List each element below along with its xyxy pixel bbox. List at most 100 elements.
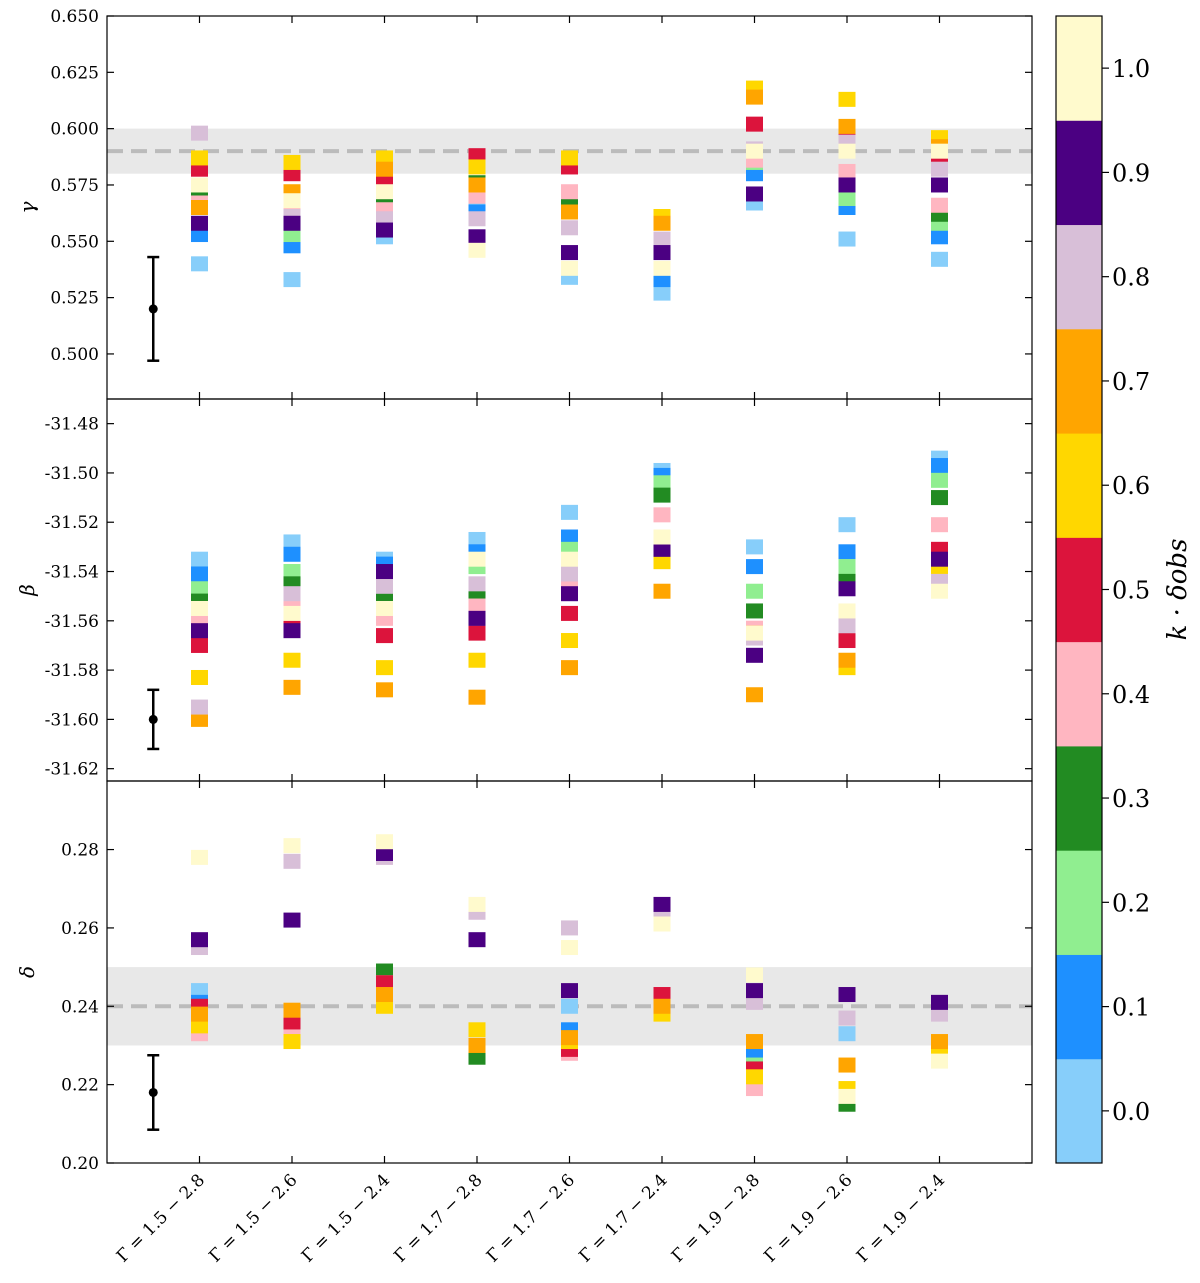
data-point bbox=[746, 983, 763, 999]
data-point bbox=[561, 504, 578, 520]
colorbar-segment bbox=[1056, 745, 1102, 851]
data-point bbox=[191, 623, 208, 639]
data-point bbox=[746, 1034, 763, 1050]
data-point bbox=[191, 1018, 208, 1034]
data-point bbox=[838, 1057, 856, 1073]
data-point bbox=[746, 1069, 763, 1085]
x-tick-label: Γ = 1.5 − 2.6 bbox=[205, 1170, 301, 1266]
y-tick-label: -31.60 bbox=[45, 710, 99, 730]
data-point bbox=[653, 554, 671, 570]
data-point bbox=[376, 184, 393, 200]
data-point bbox=[838, 91, 856, 107]
data-point bbox=[653, 583, 671, 599]
data-point bbox=[931, 583, 948, 599]
data-point bbox=[838, 581, 856, 597]
colorbar-tick-label: 0.0 bbox=[1112, 1098, 1150, 1126]
data-point bbox=[283, 679, 301, 695]
data-point bbox=[653, 272, 671, 288]
error-bar bbox=[147, 255, 160, 362]
data-point bbox=[376, 150, 393, 166]
data-point bbox=[468, 1049, 486, 1065]
data-point bbox=[746, 143, 763, 159]
x-tick-label: Γ = 1.5 − 2.4 bbox=[298, 1170, 394, 1266]
error-bar-point bbox=[148, 714, 158, 724]
data-point bbox=[561, 184, 578, 200]
y-tick-label: -31.56 bbox=[45, 612, 99, 632]
data-point bbox=[746, 647, 763, 663]
data-point bbox=[653, 285, 671, 301]
data-point bbox=[376, 682, 393, 698]
data-point bbox=[283, 534, 301, 550]
data-point bbox=[838, 1088, 856, 1104]
data-point bbox=[838, 517, 856, 533]
colorbar-tick-label: 0.1 bbox=[1112, 994, 1150, 1022]
data-point bbox=[376, 963, 393, 979]
colorbar-tick-label: 0.5 bbox=[1112, 577, 1150, 605]
data-point bbox=[746, 625, 763, 641]
data-point bbox=[931, 177, 948, 193]
data-point bbox=[838, 163, 856, 179]
data-point bbox=[468, 689, 486, 705]
colorbar-tick-label: 0.6 bbox=[1112, 472, 1150, 500]
y-tick-label: 0.500 bbox=[50, 345, 99, 365]
data-point bbox=[838, 544, 856, 560]
data-point bbox=[468, 148, 486, 164]
data-point bbox=[931, 229, 948, 245]
data-point bbox=[283, 154, 301, 170]
data-point bbox=[191, 150, 208, 166]
data-point bbox=[376, 845, 393, 861]
data-point bbox=[931, 458, 948, 474]
data-point bbox=[838, 190, 856, 206]
data-point bbox=[191, 581, 208, 597]
x-tick-label: Γ = 1.7 − 2.4 bbox=[575, 1170, 671, 1266]
data-point bbox=[746, 1045, 763, 1061]
data-point bbox=[653, 260, 671, 276]
data-point bbox=[283, 238, 301, 254]
data-point bbox=[191, 256, 208, 272]
data-point bbox=[931, 143, 948, 159]
data-point bbox=[376, 161, 393, 177]
data-point bbox=[653, 231, 671, 247]
data-point bbox=[746, 583, 763, 599]
data-point bbox=[653, 507, 671, 523]
data-point bbox=[561, 204, 578, 220]
data-point bbox=[931, 251, 948, 267]
data-point bbox=[746, 116, 763, 132]
data-point bbox=[191, 177, 208, 193]
data-point bbox=[931, 197, 948, 213]
data-point bbox=[376, 172, 393, 188]
data-point bbox=[746, 967, 763, 983]
data-point bbox=[838, 618, 856, 634]
data-point bbox=[283, 564, 301, 580]
data-point bbox=[468, 531, 486, 547]
data-point bbox=[191, 1006, 208, 1022]
data-point bbox=[561, 1030, 578, 1046]
data-point bbox=[468, 1037, 486, 1053]
y-tick-label: -31.48 bbox=[45, 415, 99, 435]
y-tick-label: 0.525 bbox=[50, 289, 99, 309]
data-point bbox=[653, 896, 671, 912]
data-point bbox=[191, 932, 208, 948]
data-point bbox=[191, 227, 208, 243]
data-point bbox=[468, 159, 486, 175]
x-tick-labels: Γ = 1.5 − 2.8Γ = 1.5 − 2.6Γ = 1.5 − 2.4Γ… bbox=[113, 1170, 949, 1266]
data-point bbox=[191, 566, 208, 582]
data-point bbox=[283, 166, 301, 182]
data-point bbox=[653, 215, 671, 231]
data-point bbox=[283, 1002, 301, 1018]
y-tick-label: 0.28 bbox=[61, 841, 99, 861]
data-point bbox=[838, 143, 856, 159]
y-tick-label: 0.22 bbox=[61, 1076, 99, 1096]
colorbar-tick-label: 0.3 bbox=[1112, 785, 1150, 813]
data-point bbox=[561, 260, 578, 276]
y-tick-label: 0.575 bbox=[50, 176, 99, 196]
data-point bbox=[191, 200, 208, 215]
data-point bbox=[838, 603, 856, 619]
data-point bbox=[653, 529, 671, 545]
x-tick-label: Γ = 1.7 − 2.6 bbox=[483, 1170, 579, 1266]
data-point bbox=[468, 211, 486, 227]
data-point bbox=[283, 546, 301, 562]
y-tick-label: -31.52 bbox=[45, 513, 99, 533]
data-point bbox=[376, 660, 393, 676]
